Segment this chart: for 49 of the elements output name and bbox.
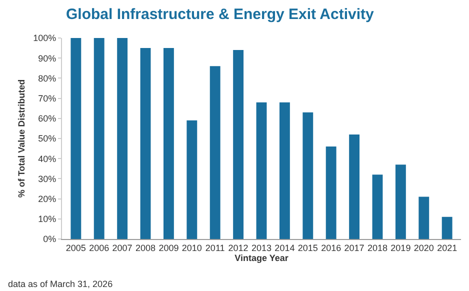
- x-tick-label: 2021: [437, 242, 458, 253]
- x-tick-label: 2007: [112, 242, 132, 253]
- y-tick-label: 90%: [38, 53, 56, 64]
- x-tick-label: 2014: [274, 242, 295, 253]
- bar: [395, 164, 406, 239]
- bar: [326, 146, 336, 239]
- bar: [94, 38, 104, 239]
- y-tick-label: 80%: [38, 73, 56, 84]
- x-tick-label: 2010: [182, 242, 202, 253]
- x-tick-label: 2018: [367, 242, 388, 253]
- bar: [302, 112, 314, 239]
- x-tick-label: 2012: [228, 242, 248, 253]
- bar: [70, 38, 82, 239]
- y-tick-label: 10%: [38, 214, 56, 224]
- y-tick-label: 30%: [38, 174, 56, 184]
- x-tick-label: 2011: [205, 242, 225, 253]
- chart-title: Global Infrastructure & Energy Exit Activity: [66, 6, 374, 24]
- x-tick-label: 2008: [135, 242, 156, 253]
- x-tick-label: 2005: [66, 242, 86, 253]
- bar: [140, 48, 151, 239]
- x-tick-label: 2020: [414, 242, 434, 253]
- x-tick-label: 2017: [344, 242, 364, 253]
- y-tick-label: 40%: [38, 154, 56, 164]
- x-tick-label: 2019: [390, 242, 411, 253]
- y-tick-label: 20%: [38, 194, 56, 204]
- bar: [210, 66, 220, 239]
- bar: [372, 174, 383, 239]
- bar: [163, 48, 174, 239]
- bar: [233, 50, 244, 239]
- bar: [442, 216, 452, 239]
- y-tick-label: 100%: [33, 33, 56, 44]
- bar: [349, 134, 360, 239]
- x-tick-label: 2006: [89, 242, 110, 253]
- bar: [117, 38, 128, 239]
- y-tick-label: 0%: [43, 234, 56, 244]
- y-tick-label: 50%: [38, 134, 56, 144]
- y-axis-title: % of Total Value Distributed: [16, 79, 27, 198]
- text: data as of March 31, 2026: [8, 279, 113, 289]
- bar: [279, 102, 290, 239]
- bar: [418, 196, 430, 239]
- bar: [256, 102, 267, 239]
- y-tick-label: 60%: [38, 114, 56, 124]
- y-tick-label: 70%: [38, 93, 56, 104]
- x-axis-title: Vintage Year: [234, 252, 289, 263]
- x-tick-label: 2013: [251, 242, 272, 253]
- x-tick-label: 2016: [321, 242, 342, 253]
- x-tick-label: 2015: [298, 242, 318, 253]
- x-tick-label: 2009: [158, 242, 179, 253]
- bar: [186, 120, 198, 239]
